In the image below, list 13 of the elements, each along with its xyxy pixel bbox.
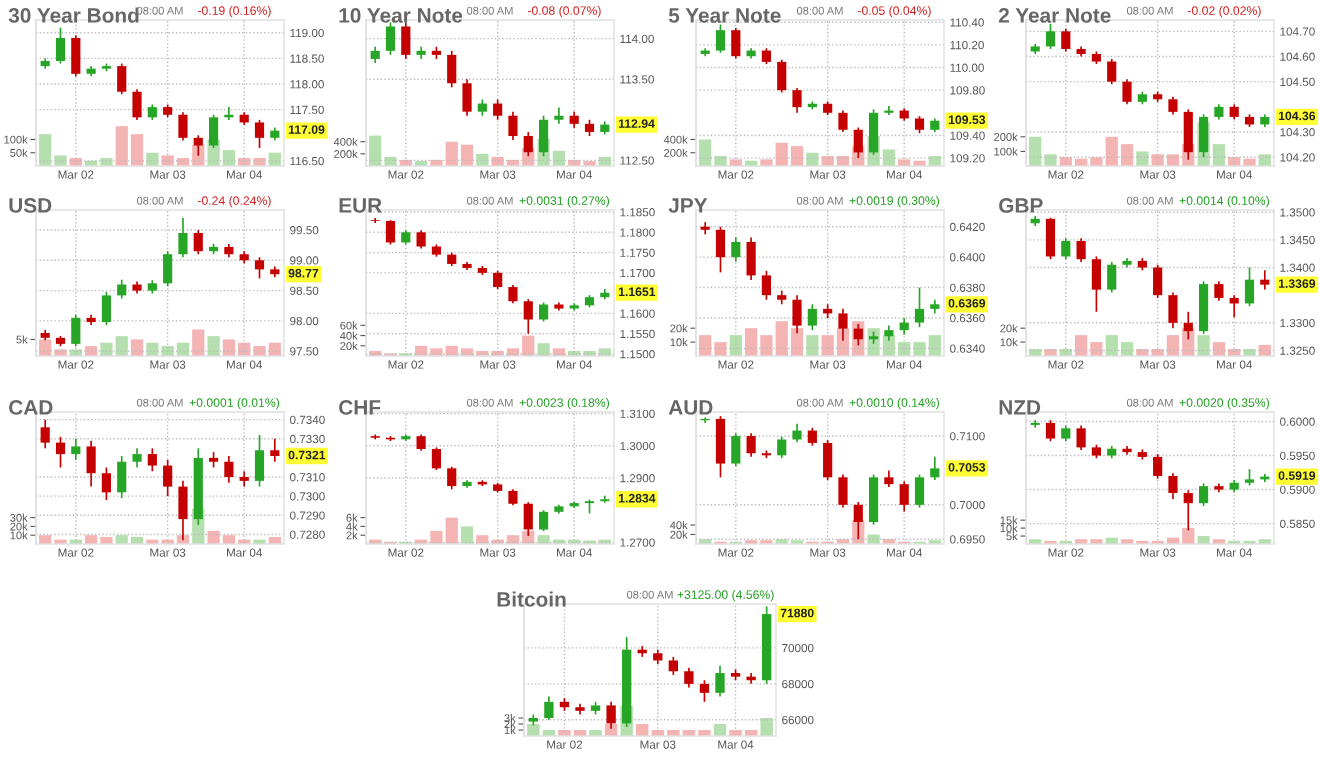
chart-title: 5 Year Note	[668, 8, 781, 23]
chart-title: 30 Year Bond	[8, 7, 139, 23]
chart-title: CAD	[9, 400, 53, 415]
chart-title: AUD	[668, 400, 713, 415]
chart-title: CHF	[339, 400, 381, 415]
chart-title: 2 Year Note	[998, 8, 1111, 23]
chart-title: 10 Year Note	[339, 8, 463, 23]
chart-title: EUR	[339, 198, 382, 213]
chart-title: GBP	[999, 198, 1043, 213]
chart-title: Bitcoin	[497, 591, 566, 607]
chart-title: JPY	[668, 198, 708, 213]
chart-title: USD	[9, 198, 52, 213]
chart-title: NZD	[999, 400, 1041, 415]
